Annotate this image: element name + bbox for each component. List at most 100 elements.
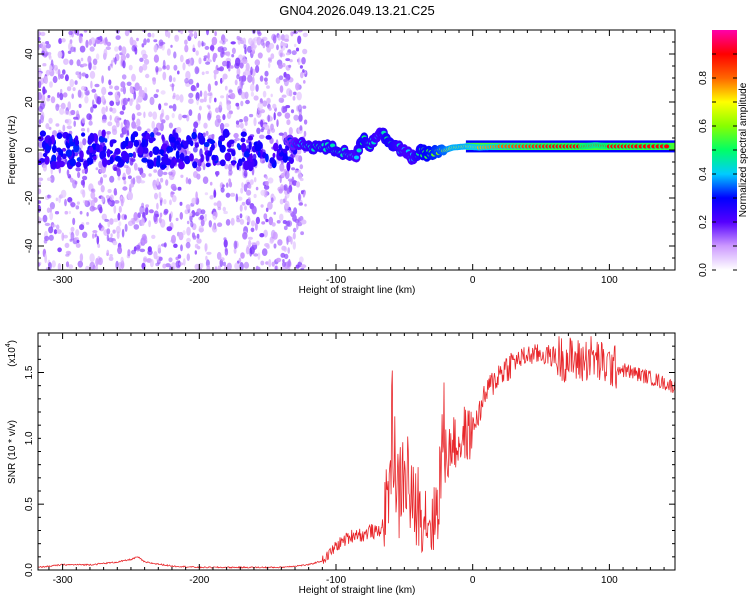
noise-dot bbox=[224, 85, 228, 91]
noise-dot bbox=[73, 116, 79, 120]
noise-dot bbox=[41, 94, 46, 103]
snr-xlabel: Height of straight line (km) bbox=[299, 585, 416, 596]
noise-dot bbox=[196, 208, 202, 215]
noise-dot bbox=[203, 57, 207, 62]
core-dot bbox=[209, 139, 216, 145]
noise-dot bbox=[264, 70, 269, 77]
noise-dot bbox=[209, 45, 215, 51]
noise-dot bbox=[214, 80, 218, 86]
noise-dot bbox=[115, 30, 120, 34]
noise-dot bbox=[268, 259, 272, 268]
noise-dot bbox=[38, 92, 42, 101]
noise-dot bbox=[38, 200, 42, 204]
noise-dot bbox=[230, 217, 235, 226]
noise-dot bbox=[48, 226, 54, 234]
noise-dot bbox=[253, 117, 257, 127]
noise-dot bbox=[295, 47, 300, 52]
noise-dot bbox=[220, 50, 225, 58]
noise-dot bbox=[297, 221, 303, 227]
noise-dot bbox=[63, 234, 68, 239]
noise-dot bbox=[303, 80, 306, 84]
noise-dot bbox=[153, 44, 158, 53]
core-dot bbox=[192, 161, 198, 169]
noise-dot bbox=[242, 55, 246, 59]
noise-dot bbox=[236, 74, 240, 80]
core-dot bbox=[170, 162, 175, 169]
noise-dot bbox=[246, 189, 252, 196]
noise-dot bbox=[240, 100, 244, 107]
noise-dot bbox=[114, 85, 120, 91]
noise-dot bbox=[222, 206, 226, 212]
noise-dot bbox=[279, 85, 284, 93]
core-dot bbox=[149, 150, 153, 158]
core-dot bbox=[48, 138, 52, 147]
core-dot bbox=[183, 155, 191, 165]
noise-dot bbox=[215, 107, 220, 113]
noise-dot bbox=[199, 90, 203, 97]
noise-dot bbox=[267, 177, 274, 184]
noise-dot bbox=[298, 192, 301, 202]
noise-dot bbox=[64, 242, 70, 249]
noise-dot bbox=[234, 262, 240, 270]
noise-dot bbox=[207, 92, 213, 97]
noise-dot bbox=[101, 213, 108, 221]
noise-dot bbox=[172, 195, 177, 203]
noise-dot bbox=[216, 200, 222, 209]
svg-text:(x104): (x104) bbox=[5, 340, 18, 367]
noise-dot bbox=[109, 85, 113, 89]
noise-dot bbox=[248, 183, 252, 189]
noise-dot bbox=[285, 105, 291, 109]
noise-dot bbox=[138, 90, 144, 97]
core-dot bbox=[218, 135, 226, 142]
noise-dot bbox=[178, 262, 184, 266]
noise-dot bbox=[109, 100, 115, 107]
core-dot bbox=[282, 153, 288, 163]
core-dot bbox=[51, 154, 57, 164]
noise-dot bbox=[105, 195, 110, 199]
noise-dot bbox=[203, 97, 207, 103]
noise-dot bbox=[270, 93, 273, 98]
noise-dot bbox=[299, 125, 303, 131]
noise-dot bbox=[177, 70, 180, 75]
noise-dot bbox=[108, 201, 112, 206]
noise-dot bbox=[54, 211, 60, 215]
colorbar-tick-label: 0.4 bbox=[698, 167, 709, 181]
noise-dot bbox=[256, 36, 262, 46]
noise-dot bbox=[76, 201, 80, 205]
noise-dot bbox=[212, 52, 218, 59]
noise-dot bbox=[107, 219, 111, 228]
core-dot bbox=[114, 148, 121, 155]
noise-dot bbox=[193, 171, 198, 178]
core-dot bbox=[109, 139, 114, 148]
noise-dot bbox=[114, 46, 119, 52]
noise-dot bbox=[108, 256, 114, 262]
core-dot bbox=[273, 142, 279, 152]
noise-dot bbox=[47, 95, 51, 98]
noise-dot bbox=[215, 211, 218, 218]
noise-dot bbox=[213, 202, 218, 206]
noise-dot bbox=[148, 173, 152, 177]
noise-dot bbox=[244, 121, 248, 126]
noise-dot bbox=[264, 77, 268, 82]
noise-dot bbox=[143, 38, 147, 46]
noise-dot bbox=[161, 119, 166, 124]
noise-dot bbox=[263, 184, 270, 190]
noise-dot bbox=[81, 117, 86, 124]
noise-dot bbox=[82, 138, 87, 146]
core-dot bbox=[203, 141, 210, 148]
colorbar-label: Normalized spectral amplitude bbox=[738, 82, 749, 217]
colorbar: 0.0 0.2 0.4 0.6 0.8 Normalized spectral ampl… bbox=[698, 30, 749, 277]
noise-dot bbox=[222, 60, 228, 67]
noise-dot bbox=[115, 225, 121, 234]
noise-dot bbox=[192, 47, 196, 53]
core-dot bbox=[219, 144, 226, 153]
noise-dot bbox=[298, 202, 303, 206]
noise-dot bbox=[136, 118, 141, 127]
noise-dot bbox=[203, 55, 209, 59]
noise-dot bbox=[209, 181, 213, 186]
noise-dot bbox=[186, 114, 190, 122]
noise-dot bbox=[283, 225, 288, 231]
noise-dot bbox=[266, 97, 271, 105]
noise-dot bbox=[162, 59, 166, 69]
